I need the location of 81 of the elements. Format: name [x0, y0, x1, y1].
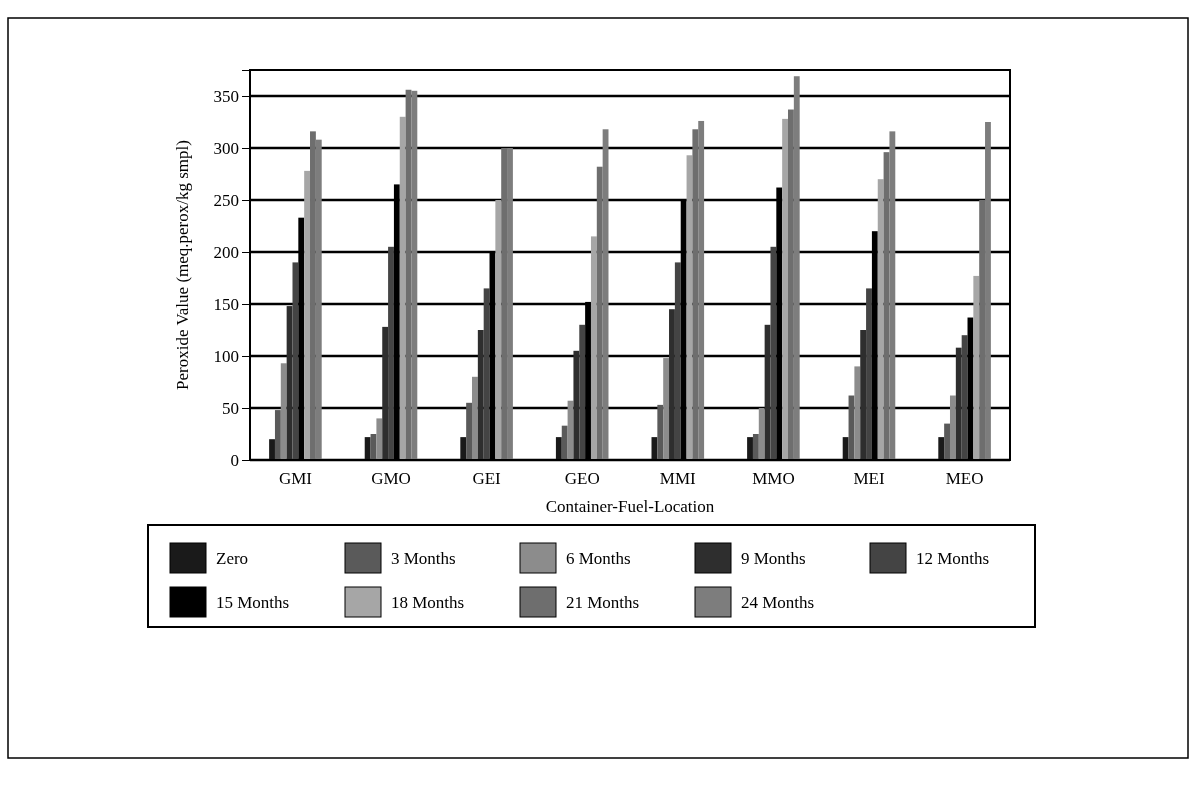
bar	[555, 437, 562, 460]
bar	[507, 148, 513, 460]
legend-label: 18 Months	[391, 593, 465, 612]
bar	[788, 109, 794, 460]
y-tick-label: 150	[213, 294, 239, 314]
bar	[938, 437, 945, 460]
y-tick-label: 0	[230, 450, 239, 470]
bar	[663, 358, 670, 460]
bar	[949, 395, 956, 460]
bar	[382, 326, 389, 460]
bar	[460, 437, 467, 460]
y-tick-label: 50	[222, 398, 239, 418]
legend-label: 21 Months	[566, 593, 640, 612]
y-tick-label: 250	[213, 190, 239, 210]
bar	[889, 131, 896, 460]
x-tick-label: MEI	[853, 469, 885, 489]
bar	[782, 118, 788, 460]
bar	[399, 116, 406, 460]
bar	[573, 350, 580, 460]
bar	[758, 408, 765, 460]
bar	[590, 236, 597, 460]
x-tick-label: MEO	[945, 469, 984, 489]
bar	[477, 330, 484, 460]
bar	[770, 246, 777, 460]
bar	[472, 376, 478, 460]
bar	[985, 122, 991, 460]
bar	[388, 246, 394, 460]
bar	[842, 437, 849, 460]
bar	[973, 275, 980, 460]
bar	[698, 120, 705, 460]
bar	[483, 288, 490, 460]
bar	[466, 402, 472, 460]
bar	[304, 170, 311, 460]
legend-label: Zero	[216, 549, 249, 568]
bar	[579, 324, 586, 460]
bar	[561, 425, 568, 460]
x-tick-label: MMI	[659, 469, 697, 489]
y-tick-label: 350	[213, 86, 239, 106]
bar	[955, 347, 962, 460]
bar	[315, 139, 322, 460]
x-tick-label: GEO	[564, 469, 600, 489]
bar	[979, 200, 986, 460]
bar	[854, 366, 861, 460]
bar	[752, 434, 759, 460]
legend-label: 3 Months	[391, 549, 456, 568]
legend-label: 15 Months	[216, 593, 290, 612]
legend-label: 6 Months	[566, 549, 631, 568]
bar	[669, 309, 675, 460]
x-tick-label: GMI	[278, 469, 313, 489]
bar	[280, 363, 287, 460]
legend-label: 12 Months	[916, 549, 990, 568]
bar	[411, 90, 418, 460]
x-tick-label: GMO	[371, 469, 411, 489]
bar	[657, 404, 664, 460]
bar	[747, 437, 753, 460]
bar	[376, 418, 383, 460]
legend-label: 9 Months	[741, 549, 806, 568]
x-axis-title: Container-Fuel-Location	[545, 497, 715, 516]
x-tick-label: GEI	[472, 469, 502, 489]
y-tick-label: 100	[213, 346, 239, 366]
bar	[674, 262, 681, 460]
bar	[944, 423, 950, 460]
bar	[692, 129, 699, 460]
bar	[292, 262, 299, 460]
x-tick-label: MMO	[752, 469, 795, 489]
bar	[501, 148, 508, 460]
y-tick-label: 200	[213, 242, 239, 262]
bar	[877, 179, 884, 460]
y-tick-label: 300	[213, 138, 239, 158]
bar	[310, 131, 316, 460]
bar	[274, 410, 281, 460]
bar	[961, 335, 968, 460]
bar	[866, 288, 872, 460]
bar	[364, 437, 371, 460]
bar	[596, 166, 603, 460]
legend-label: 24 Months	[741, 593, 815, 612]
bar	[269, 439, 275, 460]
bar	[793, 76, 800, 460]
bar	[860, 330, 867, 460]
bar	[495, 200, 502, 460]
y-axis-title: Peroxide Value (meq.perox/kg smpl)	[173, 140, 192, 390]
